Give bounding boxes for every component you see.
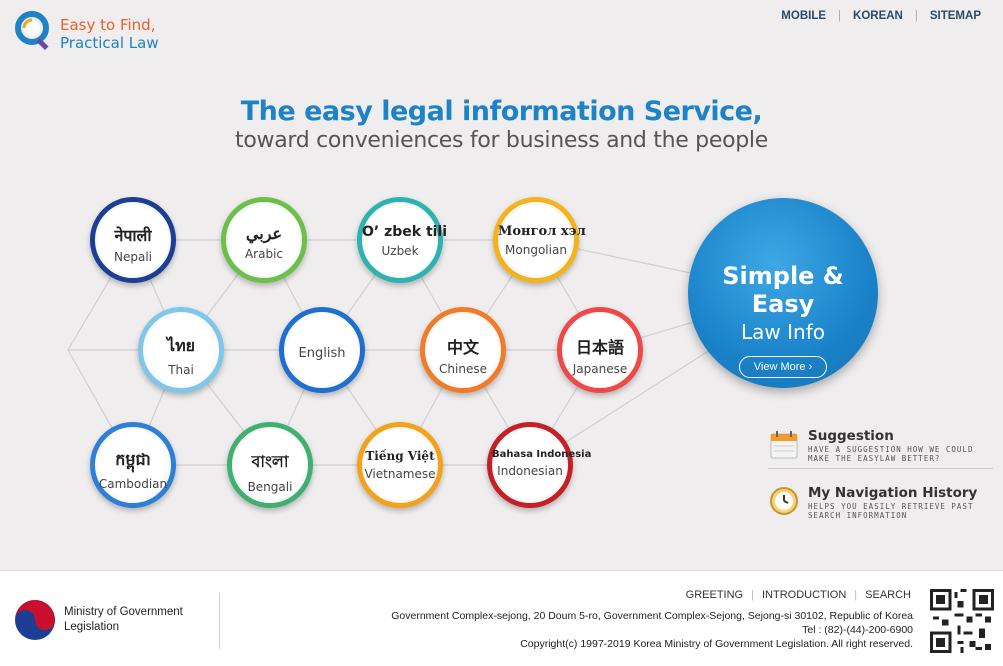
footer-link-introduction[interactable]: INTRODUCTION xyxy=(761,589,847,601)
simple-easy-law-info[interactable]: Simple & Easy Law Info View More › xyxy=(688,198,878,388)
ministry-line1: Ministry of Government xyxy=(64,606,183,618)
chevron-right-icon: › xyxy=(808,361,813,373)
suggestion-title: Suggestion xyxy=(808,428,894,444)
lang-english[interactable]: English xyxy=(279,307,365,393)
lang-nepali[interactable]: नेपाली Nepali xyxy=(90,197,176,283)
feature-line2: Law Info xyxy=(741,320,825,344)
nav-separator: | xyxy=(838,10,842,22)
footer: Ministry of Government Legislation GREET… xyxy=(0,570,1003,666)
navigation-history-link[interactable]: My Navigation History Helps you easily r… xyxy=(768,485,998,529)
nav-korean[interactable]: KOREAN xyxy=(853,10,903,22)
nav-sitemap[interactable]: SITEMAP xyxy=(929,10,981,22)
lang-bengali[interactable]: বাংলা Bengali xyxy=(227,422,313,508)
suggestion-link[interactable]: Suggestion Have a suggestion how we coul… xyxy=(768,428,998,472)
nav-mobile[interactable]: MOBILE xyxy=(781,10,827,22)
lang-mongolian[interactable]: Монгол хэл Mongolian xyxy=(493,197,586,283)
lang-cambodian[interactable]: កម្ពុជា Cambodian xyxy=(90,422,176,508)
lang-uzbek[interactable]: O’ zbek tili Uzbek xyxy=(357,197,447,283)
divider xyxy=(768,468,993,469)
lang-indonesian[interactable]: Bahasa Indonesia Indonesian xyxy=(487,422,591,508)
footer-links: GREETING | INTRODUCTION | SEARCH xyxy=(678,589,911,601)
footer-info: Government Complex-sejong, 20 Doum 5-ro,… xyxy=(391,609,913,651)
view-more-button[interactable]: View More › xyxy=(738,356,828,378)
site-logo[interactable]: Easy to Find, Practical Law xyxy=(14,10,184,54)
lang-thai[interactable]: ไทย Thai xyxy=(138,307,224,393)
lang-chinese[interactable]: 中文 Chinese xyxy=(420,307,506,393)
magnifier-logo-icon xyxy=(15,11,49,50)
lang-arabic[interactable]: عربي Arabic xyxy=(221,197,307,283)
link-separator: | xyxy=(751,589,754,601)
lang-vietnamese[interactable]: Tiếng Việt Vietnamese xyxy=(357,422,443,508)
logo-line1: Easy to Find, xyxy=(60,16,156,34)
footer-divider xyxy=(219,593,220,649)
footer-link-greeting[interactable]: GREETING xyxy=(685,589,744,601)
hero-title: The easy legal information Service, xyxy=(240,96,763,127)
top-nav: MOBILE | KOREAN | SITEMAP xyxy=(769,10,981,22)
qr-code-icon[interactable] xyxy=(930,589,994,653)
feature-line1: Simple & Easy xyxy=(722,262,844,318)
footer-link-search[interactable]: SEARCH xyxy=(865,589,911,601)
history-desc: Helps you easily retrieve past search in… xyxy=(808,502,974,520)
nav-separator: | xyxy=(914,10,918,22)
link-separator: | xyxy=(854,589,858,601)
ministry-line2: Legislation xyxy=(64,621,119,633)
logo-line2: Practical Law xyxy=(60,34,159,52)
clock-icon xyxy=(770,487,798,515)
taegeuk-emblem-icon xyxy=(15,600,55,640)
footer-copyright: Copyright(c) 1997-2019 Korea Ministry of… xyxy=(520,638,913,650)
lang-japanese[interactable]: 日本語 Japanese xyxy=(557,307,643,393)
history-title: My Navigation History xyxy=(808,485,978,501)
hero-subtitle: toward conveniences for business and the… xyxy=(235,128,768,153)
footer-tel: Tel : (82)-(44)-200-6900 xyxy=(802,624,913,636)
suggestion-desc: Have a suggestion how we could make the … xyxy=(808,445,974,463)
footer-address: Government Complex-sejong, 20 Doum 5-ro,… xyxy=(391,610,913,622)
calendar-icon xyxy=(770,431,798,459)
